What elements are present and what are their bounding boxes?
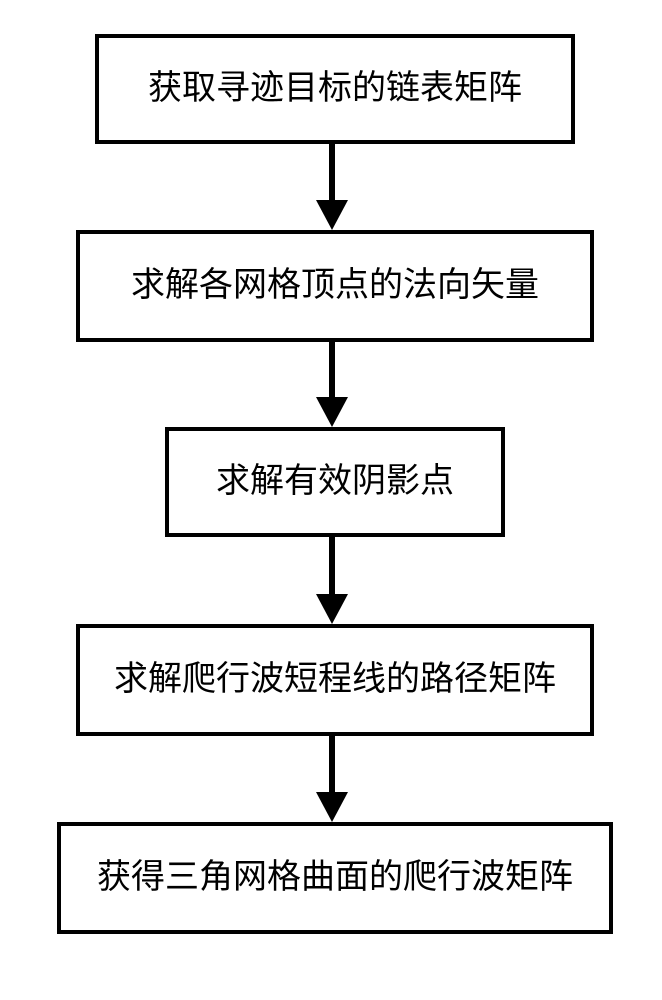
arrow-line: [329, 342, 335, 397]
node-label: 获得三角网格曲面的爬行波矩阵: [97, 858, 573, 897]
arrow-line: [329, 537, 335, 594]
node-label: 获取寻迹目标的链表矩阵: [148, 69, 522, 108]
arrow-head-icon: [316, 397, 348, 427]
arrow-head-icon: [316, 200, 348, 230]
arrow-4-5: [316, 736, 348, 822]
flowchart-node-3: 求解有效阴影点: [165, 427, 505, 537]
arrow-2-3: [316, 342, 348, 427]
arrow-line: [329, 144, 335, 200]
flowchart-canvas: 获取寻迹目标的链表矩阵 求解各网格顶点的法向矢量 求解有效阴影点 求解爬行波短程…: [0, 0, 662, 1000]
flowchart-node-4: 求解爬行波短程线的路径矩阵: [76, 624, 594, 736]
arrow-head-icon: [316, 594, 348, 624]
arrow-head-icon: [316, 792, 348, 822]
flowchart-node-1: 获取寻迹目标的链表矩阵: [95, 34, 575, 144]
node-label: 求解有效阴影点: [216, 462, 454, 501]
arrow-line: [329, 736, 335, 792]
flowchart-node-2: 求解各网格顶点的法向矢量: [76, 230, 594, 342]
node-label: 求解各网格顶点的法向矢量: [131, 266, 539, 305]
arrow-3-4: [316, 537, 348, 624]
node-label: 求解爬行波短程线的路径矩阵: [114, 660, 556, 699]
flowchart-node-5: 获得三角网格曲面的爬行波矩阵: [57, 822, 613, 934]
arrow-1-2: [316, 144, 348, 230]
